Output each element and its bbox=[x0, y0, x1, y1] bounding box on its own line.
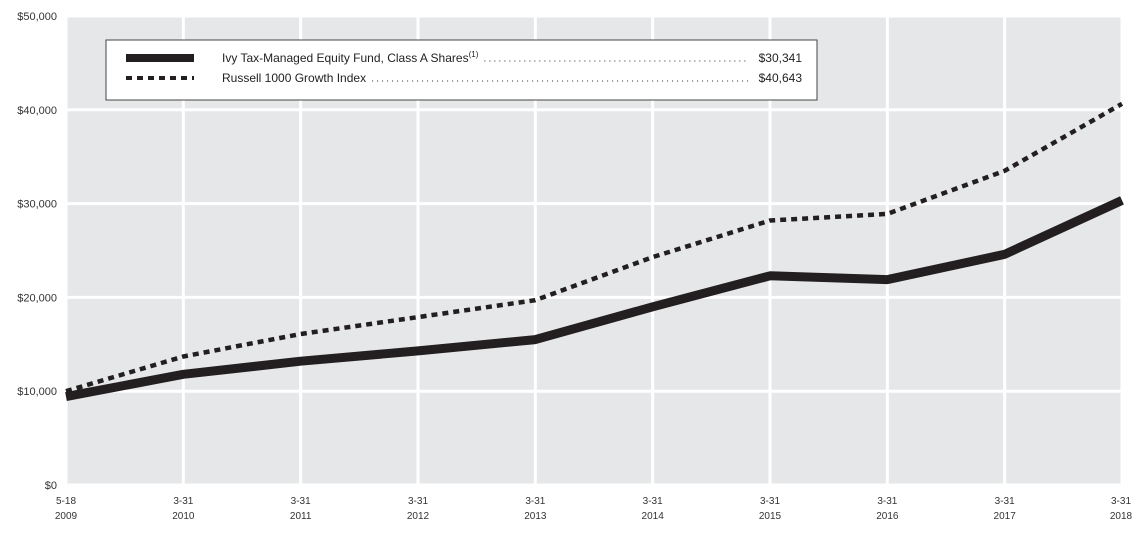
y-axis-tick-labels: $0 $10,000 $20,000 $30,000 $40,000 $50,000 bbox=[17, 11, 57, 492]
legend-series-name: Ivy Tax-Managed Equity Fund, Class A Sha… bbox=[222, 50, 479, 65]
x-tick-label-year: 2016 bbox=[876, 511, 899, 522]
legend-box bbox=[105, 39, 818, 101]
x-tick-label-date: 3-31 bbox=[291, 496, 311, 507]
y-tick-label: $50,000 bbox=[17, 11, 57, 23]
x-tick-label-date: 5-18 bbox=[56, 496, 76, 507]
x-tick-label-year: 2018 bbox=[1110, 511, 1133, 522]
x-tick-label-date: 3-31 bbox=[760, 496, 780, 507]
x-tick-label-date: 3-31 bbox=[408, 496, 428, 507]
x-axis-tick-labels: 5-18 2009 3-31 2010 3-31 2011 3-31 2012 3-31 2013… bbox=[55, 496, 1133, 522]
legend-ending-value: $40,643 bbox=[759, 71, 803, 85]
x-tick-label-year: 2014 bbox=[642, 511, 665, 522]
x-tick-label-year: 2013 bbox=[524, 511, 547, 522]
x-tick-label-year: 2010 bbox=[172, 511, 195, 522]
x-tick-label-year: 2011 bbox=[290, 511, 312, 522]
x-tick-label-year: 2012 bbox=[407, 511, 430, 522]
y-tick-label: $10,000 bbox=[17, 386, 57, 398]
x-tick-label-date: 3-31 bbox=[173, 496, 193, 507]
x-tick-label-year: 2015 bbox=[759, 511, 782, 522]
y-tick-label: $30,000 bbox=[17, 199, 57, 211]
legend-ending-value: $30,341 bbox=[759, 51, 803, 65]
x-tick-label-date: 3-31 bbox=[877, 496, 897, 507]
legend-footnote-marker: (1) bbox=[469, 50, 479, 59]
x-tick-label-date: 3-31 bbox=[525, 496, 545, 507]
series-line-ivy-tax-managed-equity-fund bbox=[65, 196, 1124, 402]
x-tick-label-date: 3-31 bbox=[1111, 496, 1131, 507]
series-line-russell-1000-growth-index bbox=[65, 101, 1124, 394]
x-tick-label-date: 3-31 bbox=[643, 496, 663, 507]
x-tick-label-year: 2009 bbox=[55, 511, 78, 522]
y-tick-label: $0 bbox=[45, 480, 57, 492]
legend: Ivy Tax-Managed Equity Fund, Class A Sha… bbox=[105, 39, 818, 101]
series-lines bbox=[65, 101, 1124, 402]
legend-series-name: Russell 1000 Growth Index bbox=[222, 71, 366, 85]
x-tick-label-year: 2017 bbox=[994, 511, 1017, 522]
x-tick-label-date: 3-31 bbox=[995, 496, 1015, 507]
y-tick-label: $40,000 bbox=[17, 105, 57, 117]
y-tick-label: $20,000 bbox=[17, 292, 57, 304]
